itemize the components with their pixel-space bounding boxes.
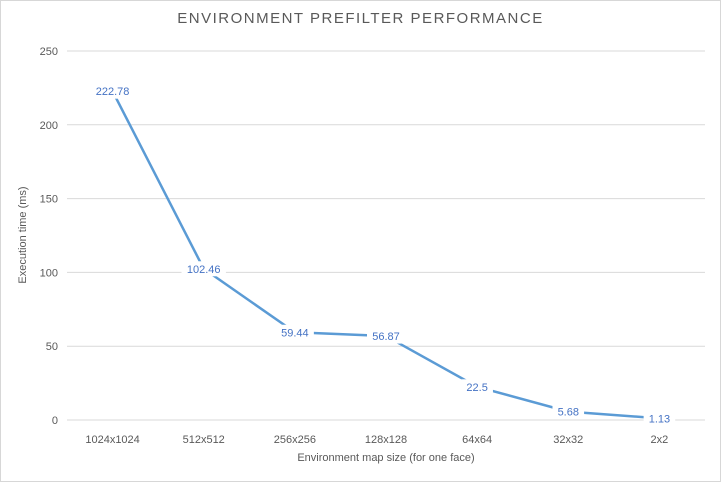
series-line xyxy=(111,89,661,420)
data-label-box xyxy=(367,328,405,344)
data-label: 59.44 xyxy=(281,327,309,339)
y-tick-label: 50 xyxy=(46,341,58,353)
x-tick-label: 64x64 xyxy=(462,434,492,446)
y-tick-label: 0 xyxy=(52,415,58,427)
x-tick-label: 128x128 xyxy=(365,434,407,446)
data-label-box xyxy=(643,410,676,426)
x-tick-label: 32x32 xyxy=(553,434,583,446)
data-label-box xyxy=(552,404,585,420)
x-tick-label: 1024x1024 xyxy=(85,434,139,446)
data-label-box xyxy=(181,261,226,277)
y-tick-label: 200 xyxy=(40,120,58,132)
chart-title: ENVIRONMENT PREFILTER PERFORMANCE xyxy=(177,10,544,27)
data-label: 5.68 xyxy=(558,407,579,419)
y-tick-label: 100 xyxy=(40,267,58,279)
data-label: 222.78 xyxy=(96,86,130,98)
data-label-box xyxy=(275,324,314,340)
x-axis-title: Environment map size (for one face) xyxy=(297,452,475,464)
x-tick-label: 2x2 xyxy=(651,434,669,446)
data-label: 102.46 xyxy=(187,264,221,276)
x-tick-label: 256x256 xyxy=(274,434,316,446)
data-label: 1.13 xyxy=(649,413,670,425)
x-tick-label: 512x512 xyxy=(183,434,225,446)
data-label-box xyxy=(90,83,135,99)
y-tick-label: 150 xyxy=(40,194,58,206)
data-label: 22.5 xyxy=(466,382,487,394)
y-tick-label: 250 xyxy=(40,46,58,58)
data-label: 56.87 xyxy=(372,331,400,343)
data-label-box xyxy=(461,379,493,395)
